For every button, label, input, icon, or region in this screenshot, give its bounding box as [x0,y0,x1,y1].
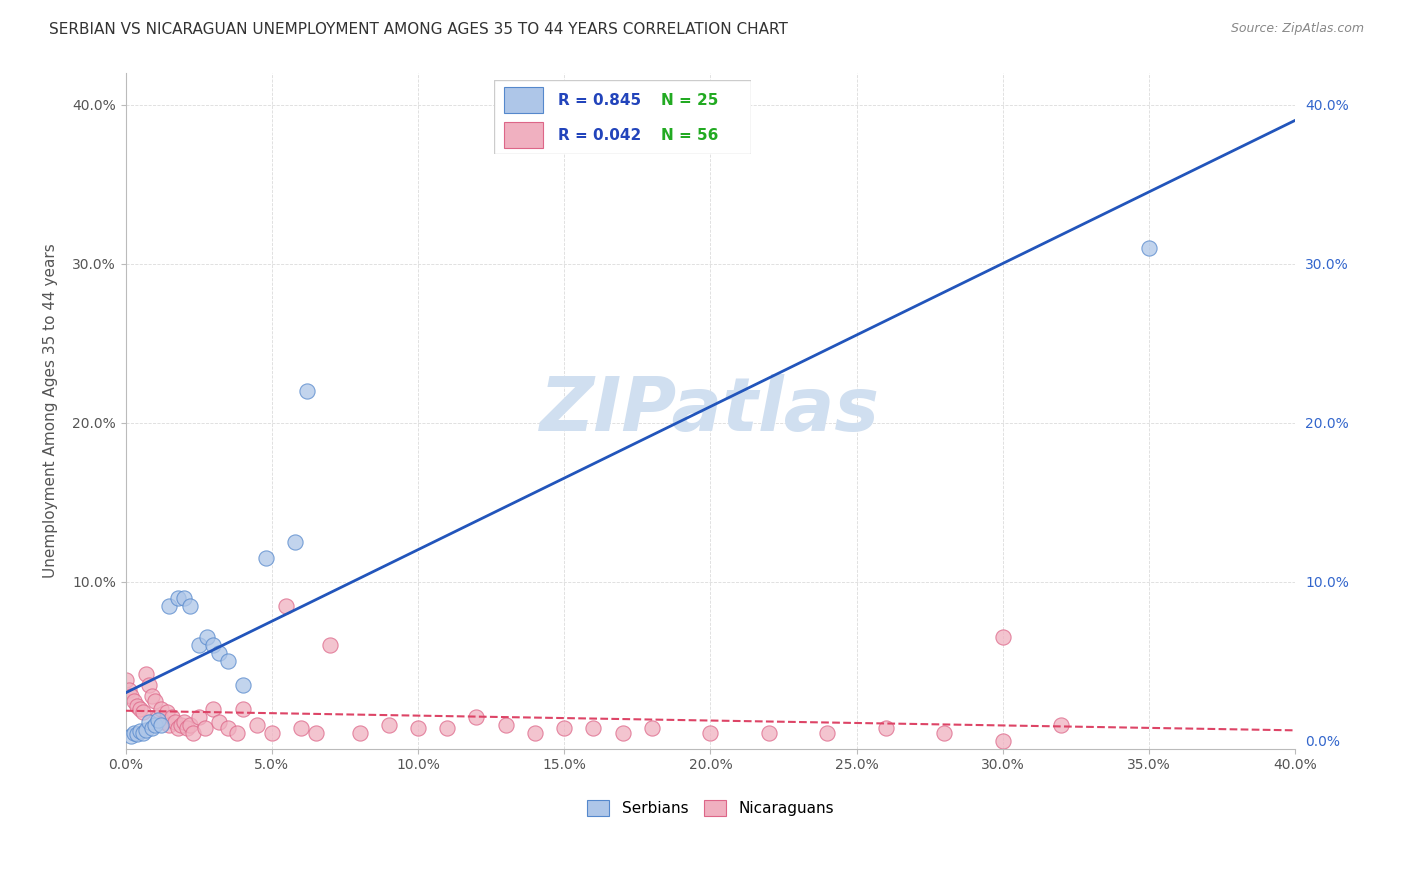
Point [149,718,172,732]
Point [120,690,142,704]
Point [815,726,838,740]
Point [173,591,195,605]
Point [170,718,193,732]
Point [378,718,401,732]
Point [135,723,157,737]
Y-axis label: Unemployment Among Ages 35 to 44 years: Unemployment Among Ages 35 to 44 years [44,244,58,578]
Point [217,721,239,735]
Point [202,638,225,652]
Point [162,710,184,724]
Point [246,718,269,732]
Point [991,733,1014,747]
Point [173,714,195,729]
Point [699,726,721,740]
Point [295,384,318,398]
Point [406,721,429,735]
Point [135,667,157,681]
Point [290,721,312,735]
Point [1050,718,1073,732]
Point [124,726,146,740]
Point [319,638,342,652]
Text: ZIPatlas: ZIPatlas [540,375,880,448]
Point [149,702,172,716]
Point [202,702,225,716]
Point [132,705,155,719]
Point [143,694,166,708]
Point [436,721,458,735]
Point [146,710,169,724]
Point [155,705,177,719]
Point [1137,241,1160,255]
Point [232,678,254,692]
Point [179,599,201,613]
Point [179,718,201,732]
Point [138,678,160,692]
Legend: Serbians, Nicaraguans: Serbians, Nicaraguans [581,794,841,822]
Point [146,713,169,727]
Point [165,714,187,729]
Point [197,631,219,645]
Point [208,646,231,660]
Point [114,673,136,688]
Text: SERBIAN VS NICARAGUAN UNEMPLOYMENT AMONG AGES 35 TO 44 YEARS CORRELATION CHART: SERBIAN VS NICARAGUAN UNEMPLOYMENT AMONG… [49,22,789,37]
Point [991,631,1014,645]
Point [138,714,160,729]
Point [934,726,956,740]
Point [120,729,142,743]
Point [141,721,163,735]
Point [276,599,298,613]
Point [758,726,780,740]
Point [132,726,155,740]
Point [159,599,181,613]
Point [124,694,146,708]
Point [232,702,254,716]
Point [159,718,181,732]
Point [465,710,488,724]
Point [117,682,139,697]
Point [129,702,152,716]
Point [553,721,575,735]
Point [495,718,517,732]
Point [187,710,209,724]
Point [254,550,277,565]
Point [187,638,209,652]
Point [523,726,546,740]
Point [208,714,231,729]
Point [127,727,149,741]
Point [305,726,328,740]
Point [349,726,371,740]
Point [612,726,634,740]
Point [152,714,174,729]
Point [167,591,190,605]
Point [260,726,283,740]
Text: Source: ZipAtlas.com: Source: ZipAtlas.com [1230,22,1364,36]
Point [284,535,307,549]
Point [181,726,204,740]
Point [143,718,166,732]
Point [176,721,198,735]
Point [582,721,605,735]
Point [127,698,149,713]
Point [225,726,247,740]
Point [141,690,163,704]
Point [641,721,664,735]
Point [167,721,190,735]
Point [875,721,897,735]
Point [129,724,152,739]
Point [217,654,239,668]
Point [193,721,215,735]
